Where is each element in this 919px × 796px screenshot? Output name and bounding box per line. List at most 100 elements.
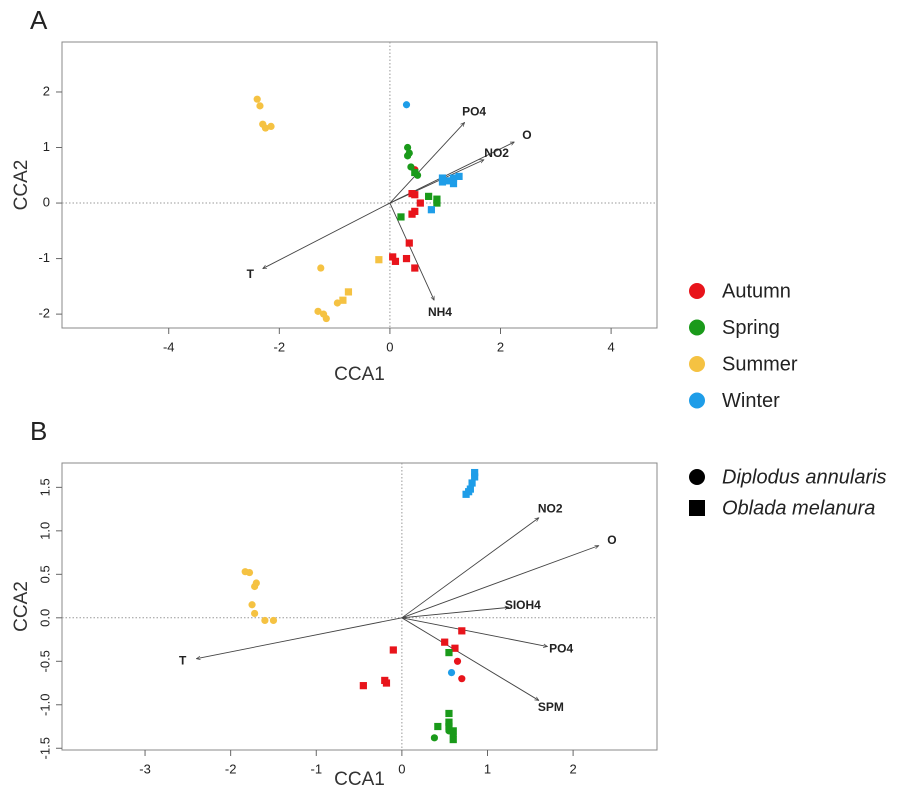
- y-tick-label: 0.0: [37, 609, 52, 627]
- point: [430, 734, 439, 742]
- point: [405, 239, 413, 247]
- x-tick-label: -4: [163, 339, 175, 354]
- point: [458, 627, 466, 635]
- y-tick-label: -0.5: [37, 650, 52, 672]
- point: [411, 264, 419, 272]
- x-axis-title: CCA1: [334, 769, 385, 790]
- legend-label: Oblada melanura: [722, 497, 875, 519]
- point: [267, 122, 275, 131]
- biplot-arrow: [389, 123, 465, 204]
- point: [389, 253, 397, 261]
- point: [441, 638, 449, 646]
- arrow-label: T: [179, 654, 187, 668]
- point: [445, 722, 453, 731]
- point: [269, 616, 278, 625]
- y-tick-label: 2: [43, 83, 50, 98]
- point: [245, 568, 254, 577]
- point: [427, 206, 435, 214]
- y-tick-label: 0.5: [37, 565, 52, 583]
- point: [397, 213, 405, 221]
- point: [261, 124, 270, 132]
- arrow-label: NO2: [484, 146, 509, 160]
- y-axis-title: CCA2: [11, 581, 32, 632]
- point: [449, 727, 457, 735]
- y-tick-label: -1: [38, 250, 50, 265]
- point: [445, 718, 453, 726]
- x-tick-label: -1: [310, 761, 322, 776]
- point: [434, 722, 442, 731]
- x-tick-label: 2: [569, 761, 576, 776]
- x-tick-label: 1: [484, 761, 491, 776]
- legend-symbol: [689, 500, 705, 516]
- point: [438, 174, 447, 182]
- arrow-label: SIOH4: [505, 598, 541, 612]
- point: [447, 668, 456, 677]
- point: [449, 174, 458, 182]
- point: [344, 288, 353, 296]
- point: [416, 199, 424, 207]
- point: [425, 192, 433, 200]
- x-tick-label: 4: [607, 339, 614, 354]
- biplot-arrow: [401, 607, 509, 619]
- point: [261, 616, 269, 625]
- point: [445, 648, 453, 657]
- point: [407, 163, 415, 171]
- legend-symbol: [689, 469, 705, 485]
- arrow-label: PO4: [462, 104, 486, 118]
- arrow-label: T: [247, 267, 255, 281]
- arrow-label: SPM: [538, 700, 564, 714]
- point: [402, 254, 411, 263]
- point: [251, 609, 259, 618]
- point: [471, 468, 479, 477]
- x-tick-label: 2: [497, 339, 504, 354]
- biplot-arrow: [401, 617, 548, 647]
- y-tick-label: 0: [43, 194, 50, 209]
- legend: Autumn Spring Summer Winter Diplodus annular…: [689, 280, 887, 519]
- arrow-label: O: [607, 533, 616, 547]
- point: [404, 152, 412, 160]
- point: [449, 180, 458, 188]
- x-tick-label: -3: [139, 761, 151, 776]
- legend-swatch: [689, 356, 705, 372]
- point: [433, 199, 441, 207]
- point: [444, 177, 452, 185]
- y-tick-label: 1.0: [37, 522, 52, 540]
- biplot-arrow: [401, 518, 539, 619]
- legend-swatch: [689, 319, 705, 336]
- point: [382, 679, 391, 687]
- point: [451, 644, 459, 652]
- arrow-label: NH4: [428, 305, 452, 319]
- panel: A -4 -2 0 2 4 -2 -1 0 1 2 CCA1 CCA2 PO4 O NO2 NH4 T: [11, 5, 658, 385]
- y-tick-label: -2: [38, 306, 50, 321]
- point: [404, 143, 412, 152]
- plot-frame: [61, 41, 658, 329]
- point: [253, 95, 261, 103]
- point: [333, 299, 341, 307]
- legend-swatch: [689, 392, 705, 409]
- point: [438, 178, 447, 186]
- panel-label: B: [30, 416, 47, 446]
- legend-label: Winter: [722, 390, 780, 412]
- point: [375, 256, 383, 264]
- x-tick-label: 0: [386, 339, 393, 354]
- biplot-arrow: [401, 617, 539, 701]
- y-tick-label: 1: [43, 139, 50, 154]
- y-axis-title: CCA2: [11, 160, 32, 211]
- legend-label: Spring: [722, 317, 780, 339]
- point: [248, 601, 256, 609]
- point: [471, 473, 479, 481]
- point: [314, 307, 322, 315]
- biplot-arrow: [196, 617, 402, 659]
- point: [391, 257, 400, 265]
- arrow-label: NO2: [538, 502, 563, 516]
- point: [256, 102, 264, 110]
- legend-label: Summer: [722, 353, 798, 375]
- x-tick-label: -2: [225, 761, 237, 776]
- plot-frame: [61, 462, 658, 751]
- biplot-arrow: [401, 546, 599, 619]
- x-axis-title: CCA1: [334, 364, 385, 385]
- point: [455, 172, 463, 180]
- point: [411, 168, 419, 177]
- point: [408, 210, 416, 218]
